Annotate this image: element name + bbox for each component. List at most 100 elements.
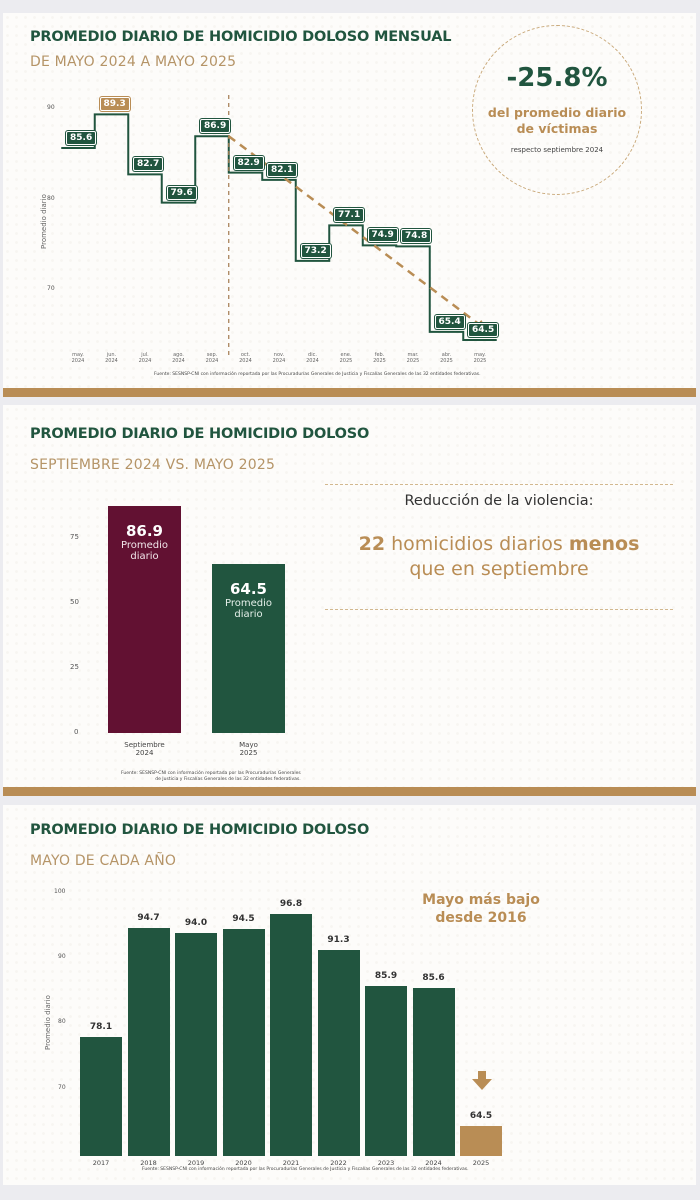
bar-value-label: 94.5 bbox=[232, 914, 255, 925]
gold-footer-bar bbox=[3, 388, 696, 397]
year-bar-2024 bbox=[412, 987, 455, 1156]
y-tick: 70 bbox=[58, 1084, 66, 1091]
bar-value-label: 85.6 bbox=[422, 972, 445, 983]
panel1-source: Fuente: SESNSP-CNI con información repor… bbox=[154, 372, 481, 377]
bar-septiembre-2024: 86.9 Promedio diario bbox=[108, 506, 181, 733]
year-bar-2018 bbox=[127, 928, 170, 1156]
value-label: 74.8 bbox=[401, 229, 432, 244]
value-label: 82.1 bbox=[267, 162, 298, 177]
value-label: 77.1 bbox=[334, 208, 365, 223]
bar-label: Promedio bbox=[120, 540, 168, 551]
value-label: 79.6 bbox=[166, 185, 197, 200]
x-axis-label: oct. 2024 bbox=[239, 352, 252, 364]
x-axis-label: feb. 2025 bbox=[373, 352, 386, 364]
x-axis-label: sep. 2024 bbox=[205, 352, 219, 364]
bar-value-label: 96.8 bbox=[279, 899, 303, 910]
year-label: 2018 bbox=[140, 1159, 157, 1167]
year-bar-2023 bbox=[365, 985, 407, 1156]
down-arrow-icon bbox=[472, 1071, 492, 1090]
x-axis-label: nov. 2024 bbox=[272, 352, 286, 364]
callout-line3: respecto septiembre 2024 bbox=[510, 146, 604, 154]
year-label: 2022 bbox=[330, 1159, 347, 1167]
bar-value-label: 91.3 bbox=[327, 935, 350, 946]
bar-value-label: 64.5 bbox=[469, 1111, 493, 1122]
panel3-source: Fuente: SESNSP-CNI con información repor… bbox=[142, 1167, 469, 1172]
x-axis-label: jul. 2024 bbox=[138, 352, 152, 364]
year-label: 2020 bbox=[235, 1159, 252, 1167]
year-label: 2025 bbox=[472, 1159, 490, 1167]
bar-value-label: 78.1 bbox=[89, 1022, 113, 1033]
year-bar-2025 bbox=[460, 1126, 502, 1156]
category-label: Mayo 2025 bbox=[239, 741, 258, 757]
gold-footer-bar bbox=[3, 787, 696, 796]
value-label: 82.9 bbox=[233, 155, 264, 170]
year-label: 2024 bbox=[425, 1159, 442, 1167]
value-label: 86.9 bbox=[200, 119, 231, 134]
callout-percentage: -25.8% bbox=[506, 63, 608, 93]
y-tick: 90 bbox=[47, 104, 55, 111]
reduction-heading: Reducción de la violencia: bbox=[404, 493, 594, 509]
reduction-number: 22 bbox=[358, 533, 386, 555]
y-tick: 70 bbox=[47, 285, 55, 292]
panel-may-each-year: PROMEDIO DIARIO DE HOMICIDIO DOLOSO MAYO… bbox=[3, 805, 696, 1185]
value-label: 74.9 bbox=[367, 228, 398, 243]
year-label: 2023 bbox=[377, 1159, 395, 1167]
x-axis-label: ago. 2024 bbox=[172, 352, 185, 364]
category-label: Septiembre 2024 bbox=[124, 741, 165, 757]
bar-value: 64.5 bbox=[229, 580, 267, 598]
y-tick: 80 bbox=[58, 1018, 66, 1025]
year-bar-2019 bbox=[175, 932, 217, 1156]
panel1-subtitle: DE MAYO 2024 A MAYO 2025 bbox=[30, 54, 237, 70]
callout-line1: del promedio diario bbox=[487, 105, 627, 120]
year-label: 2019 bbox=[187, 1159, 205, 1167]
lowest-may-callout: Mayo más bajo desde 2016 bbox=[422, 892, 540, 926]
year-label: 2021 bbox=[282, 1159, 300, 1167]
y-tick: 75 bbox=[70, 533, 79, 541]
x-axis-label: may. 2024 bbox=[71, 352, 85, 364]
panel1-title: PROMEDIO DIARIO DE HOMICIDIO DOLOSO MENS… bbox=[30, 29, 452, 45]
panel3-y-axis-title: Promedio diario bbox=[44, 995, 52, 1050]
value-label: 82.7 bbox=[133, 157, 164, 172]
x-axis-label: ene. 2025 bbox=[339, 352, 353, 364]
panel2-title: PROMEDIO DIARIO DE HOMICIDIO DOLOSO bbox=[30, 426, 370, 442]
year-bar-2020 bbox=[222, 929, 265, 1156]
callout-circle bbox=[472, 25, 642, 195]
value-label: 89.3 bbox=[99, 97, 130, 112]
x-axis-label: jun. 2024 bbox=[105, 352, 118, 364]
year-bar-2021 bbox=[270, 914, 312, 1156]
year-bar-2022 bbox=[317, 950, 360, 1156]
panel3-title: PROMEDIO DIARIO DE HOMICIDIO DOLOSO bbox=[30, 822, 370, 838]
bar-mayo-2025: 64.5 Promedio diario bbox=[212, 564, 285, 733]
value-label: 65.4 bbox=[434, 314, 465, 329]
value-label: 73.2 bbox=[300, 243, 331, 258]
reduction-statement: 22 homicidios diarios menos que en septi… bbox=[358, 533, 640, 580]
bar-label: diario bbox=[234, 609, 263, 620]
bar-label: diario bbox=[130, 551, 159, 562]
panel-monthly-step-chart: PROMEDIO DIARIO DE HOMICIDIO DOLOSO MENS… bbox=[3, 13, 696, 397]
x-axis-label: abr. 2025 bbox=[440, 352, 453, 364]
y-tick: 100 bbox=[54, 888, 66, 895]
bar-value-label: 85.9 bbox=[374, 970, 398, 981]
panel3-subtitle: MAYO DE CADA AÑO bbox=[30, 853, 177, 869]
callout-line2: de víctimas bbox=[516, 121, 598, 136]
y-tick: 50 bbox=[70, 598, 79, 606]
x-axis-label: may. 2025 bbox=[473, 352, 487, 364]
divider-dashed-bottom bbox=[325, 609, 673, 610]
y-tick: 25 bbox=[70, 663, 79, 671]
bar-value: 86.9 bbox=[125, 522, 163, 540]
panel2-source: Fuente: SESNSP-CNI con información repor… bbox=[121, 771, 301, 782]
value-label: 64.5 bbox=[468, 323, 499, 338]
year-label: 2017 bbox=[92, 1159, 110, 1167]
bar-value-label: 94.0 bbox=[184, 917, 208, 928]
x-axis-label: dic. 2024 bbox=[306, 352, 319, 364]
divider-dashed-top bbox=[325, 484, 673, 485]
bar-label: Promedio bbox=[224, 598, 272, 609]
panel-sept-vs-may: PROMEDIO DIARIO DE HOMICIDIO DOLOSO SEPT… bbox=[3, 405, 696, 796]
bar-value-label: 94.7 bbox=[137, 913, 160, 924]
year-bar-2017 bbox=[80, 1037, 122, 1156]
panel2-subtitle: SEPTIEMBRE 2024 VS. MAYO 2025 bbox=[30, 457, 276, 473]
y-tick: 80 bbox=[47, 195, 55, 202]
x-axis-label: mar. 2025 bbox=[406, 352, 420, 364]
y-tick: 0 bbox=[74, 728, 79, 736]
y-tick: 90 bbox=[58, 953, 66, 960]
